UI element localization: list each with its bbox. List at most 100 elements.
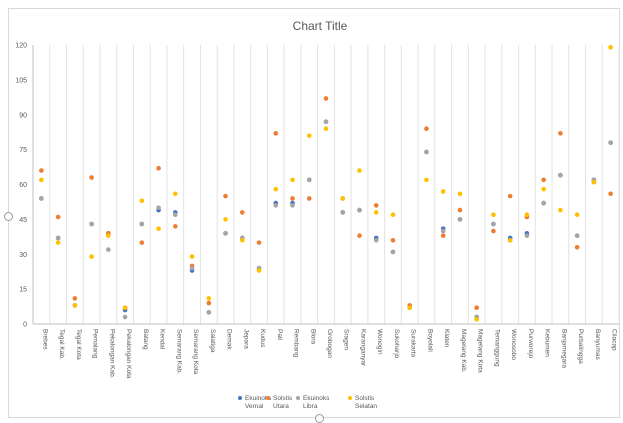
data-point[interactable] <box>55 240 61 245</box>
data-point[interactable] <box>574 233 580 238</box>
data-point[interactable] <box>256 268 262 273</box>
data-point[interactable] <box>239 210 245 215</box>
data-point[interactable] <box>39 196 44 201</box>
x-tick-label: Pekalongan Kota <box>125 329 132 379</box>
data-point[interactable] <box>306 177 312 183</box>
data-point[interactable] <box>390 249 396 255</box>
data-point[interactable] <box>223 231 228 236</box>
data-point[interactable] <box>574 244 580 250</box>
data-point[interactable] <box>290 177 295 183</box>
data-point[interactable] <box>206 296 212 301</box>
data-point[interactable] <box>491 228 496 234</box>
data-point[interactable] <box>55 214 61 220</box>
data-point[interactable] <box>608 140 613 145</box>
data-point[interactable] <box>72 303 78 308</box>
data-point[interactable] <box>373 210 379 215</box>
data-point[interactable] <box>106 233 111 238</box>
data-point[interactable] <box>89 254 94 259</box>
data-point[interactable] <box>139 240 145 245</box>
data-point[interactable] <box>223 217 228 222</box>
data-point[interactable] <box>474 317 479 322</box>
data-point[interactable] <box>273 186 279 192</box>
data-point[interactable] <box>89 175 94 180</box>
data-point[interactable] <box>122 305 128 311</box>
data-point[interactable] <box>156 205 161 211</box>
data-point[interactable] <box>507 193 513 199</box>
data-point[interactable] <box>608 191 613 197</box>
data-point[interactable] <box>206 300 212 306</box>
data-point[interactable] <box>273 131 279 136</box>
chart-area[interactable] <box>8 8 620 418</box>
data-point[interactable] <box>457 191 463 197</box>
data-point[interactable] <box>139 221 145 227</box>
data-point[interactable] <box>440 228 446 234</box>
data-point[interactable] <box>524 233 530 238</box>
data-point[interactable] <box>424 149 429 155</box>
x-tick-label: Purworejo <box>527 329 534 359</box>
data-point[interactable] <box>457 217 463 222</box>
data-point[interactable] <box>173 224 178 229</box>
data-point[interactable] <box>541 200 546 206</box>
data-point[interactable] <box>306 196 312 201</box>
data-point[interactable] <box>357 207 362 213</box>
data-point[interactable] <box>491 212 496 218</box>
resize-handle-left[interactable] <box>4 212 13 221</box>
data-point[interactable] <box>122 314 128 320</box>
data-point[interactable] <box>440 233 446 238</box>
data-point[interactable] <box>507 238 513 243</box>
data-point[interactable] <box>524 212 530 218</box>
data-point[interactable] <box>541 186 546 192</box>
data-point[interactable] <box>491 221 496 227</box>
data-point[interactable] <box>173 212 178 218</box>
data-point[interactable] <box>591 179 597 185</box>
data-point[interactable] <box>72 296 78 301</box>
data-point[interactable] <box>407 305 413 311</box>
data-point[interactable] <box>340 210 346 215</box>
data-point[interactable] <box>558 172 563 178</box>
data-point[interactable] <box>206 310 212 315</box>
data-point[interactable] <box>189 265 195 271</box>
data-point[interactable] <box>541 177 546 183</box>
data-point[interactable] <box>424 177 429 183</box>
data-point[interactable] <box>457 207 463 213</box>
data-point[interactable] <box>574 212 580 218</box>
data-point[interactable] <box>55 235 61 241</box>
data-point[interactable] <box>390 238 396 243</box>
data-point[interactable] <box>558 207 563 213</box>
x-tick-label: Wonogiri <box>376 329 383 355</box>
data-point[interactable] <box>139 198 145 204</box>
data-point[interactable] <box>256 240 262 245</box>
data-point[interactable] <box>357 233 362 238</box>
data-point[interactable] <box>440 189 446 194</box>
data-point[interactable] <box>273 203 279 208</box>
chart-title[interactable]: Chart Title <box>293 19 348 33</box>
data-point[interactable] <box>106 247 111 252</box>
data-point[interactable] <box>390 212 396 218</box>
data-point[interactable] <box>290 203 295 208</box>
data-point[interactable] <box>306 133 312 138</box>
data-point[interactable] <box>323 126 329 131</box>
data-point[interactable] <box>189 254 195 259</box>
x-tick-label: Purbalingga <box>577 329 584 364</box>
data-point[interactable] <box>558 131 563 136</box>
data-point[interactable] <box>474 305 479 311</box>
data-point[interactable] <box>608 45 613 50</box>
data-point[interactable] <box>173 191 178 197</box>
data-point[interactable] <box>89 221 94 227</box>
data-point[interactable] <box>223 193 228 199</box>
data-point[interactable] <box>39 177 44 183</box>
data-point[interactable] <box>156 165 161 171</box>
legend-label: Solstis Selatan <box>355 395 377 410</box>
data-point[interactable] <box>340 196 346 201</box>
data-point[interactable] <box>424 126 429 131</box>
data-point[interactable] <box>373 238 379 243</box>
data-point[interactable] <box>357 168 362 173</box>
data-point[interactable] <box>323 119 329 125</box>
data-point[interactable] <box>39 168 44 173</box>
data-point[interactable] <box>239 238 245 243</box>
data-point[interactable] <box>156 226 161 231</box>
data-point[interactable] <box>323 96 329 101</box>
data-point[interactable] <box>290 196 295 201</box>
data-point[interactable] <box>373 203 379 208</box>
